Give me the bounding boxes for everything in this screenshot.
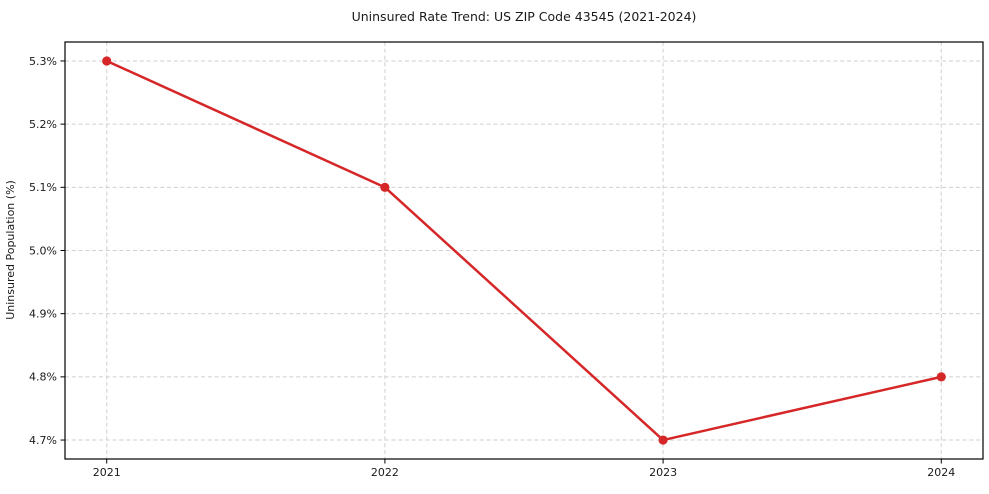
chart-title: Uninsured Rate Trend: US ZIP Code 43545 … — [352, 9, 697, 24]
gridlines — [65, 42, 983, 459]
data-point-marker — [936, 372, 946, 382]
y-tick-label: 4.8% — [29, 371, 57, 384]
data-point-marker — [102, 56, 112, 66]
axis-ticks: 4.7% 4.8% 4.9% 5.0% 5.1% 5.2% 5.3% 2021 2022 2023… — [29, 55, 955, 479]
y-tick-label: 4.7% — [29, 434, 57, 447]
data-point-marker — [658, 435, 668, 445]
x-tick-label: 2021 — [93, 466, 121, 479]
y-tick-label: 5.1% — [29, 181, 57, 194]
y-tick-label: 5.3% — [29, 55, 57, 68]
x-tick-label: 2023 — [649, 466, 677, 479]
trend-line — [105, 59, 943, 442]
x-tick-label: 2022 — [371, 466, 399, 479]
y-tick-label: 5.2% — [29, 118, 57, 131]
y-axis-label: Uninsured Population (%) — [4, 180, 17, 320]
data-point-marker — [380, 182, 390, 192]
x-tick-label: 2024 — [927, 466, 955, 479]
y-tick-label: 4.9% — [29, 307, 57, 320]
y-tick-label: 5.0% — [29, 244, 57, 257]
data-series — [102, 56, 946, 445]
